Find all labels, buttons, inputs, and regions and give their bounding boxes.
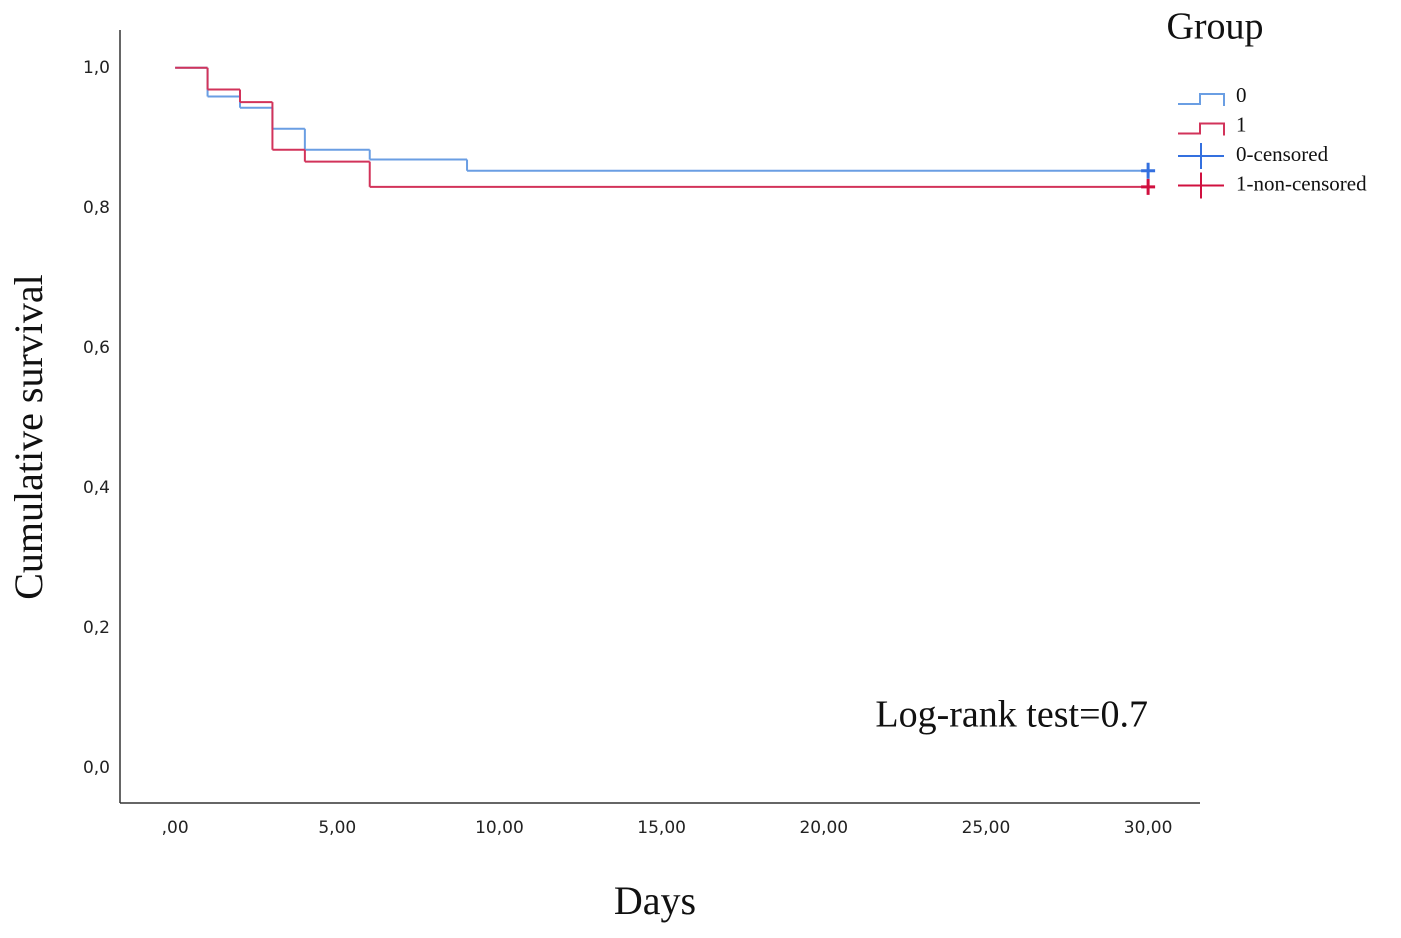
legend-icon [1178, 143, 1224, 169]
y-axis-label: Cumulative survival [6, 274, 51, 600]
legend-icon [1178, 122, 1225, 136]
y-tick-label: 0,2 [83, 618, 110, 638]
legend-icon [1178, 93, 1225, 106]
y-tick-label: 0,0 [83, 758, 110, 778]
censor-mark [1141, 162, 1156, 179]
y-tick-label: 0,8 [83, 198, 110, 218]
x-tick-label: 10,00 [475, 818, 524, 838]
x-tick-label: 30,00 [1124, 818, 1173, 838]
y-tick-label: 1,0 [83, 58, 110, 78]
legend-label: 0-censored [1236, 142, 1329, 166]
x-tick-label: ,00 [162, 818, 189, 838]
x-tick-label: 5,00 [318, 818, 356, 838]
legend-label: 0 [1236, 83, 1247, 107]
x-tick-label: 25,00 [962, 818, 1011, 838]
censor-mark [1141, 178, 1156, 195]
y-tick-label: 0,6 [83, 338, 110, 358]
x-axis-label: Days [614, 878, 696, 923]
annotation: Log-rank test=0.7 [875, 694, 1148, 736]
legend-label: 1-non-censored [1236, 171, 1367, 195]
x-tick-label: 20,00 [799, 818, 848, 838]
legend-label: 1 [1236, 112, 1247, 136]
legend-icon [1178, 172, 1224, 199]
y-tick-label: 0,4 [83, 478, 110, 498]
x-tick-label: 15,00 [637, 818, 686, 838]
legend-title: Group [1166, 6, 1263, 48]
